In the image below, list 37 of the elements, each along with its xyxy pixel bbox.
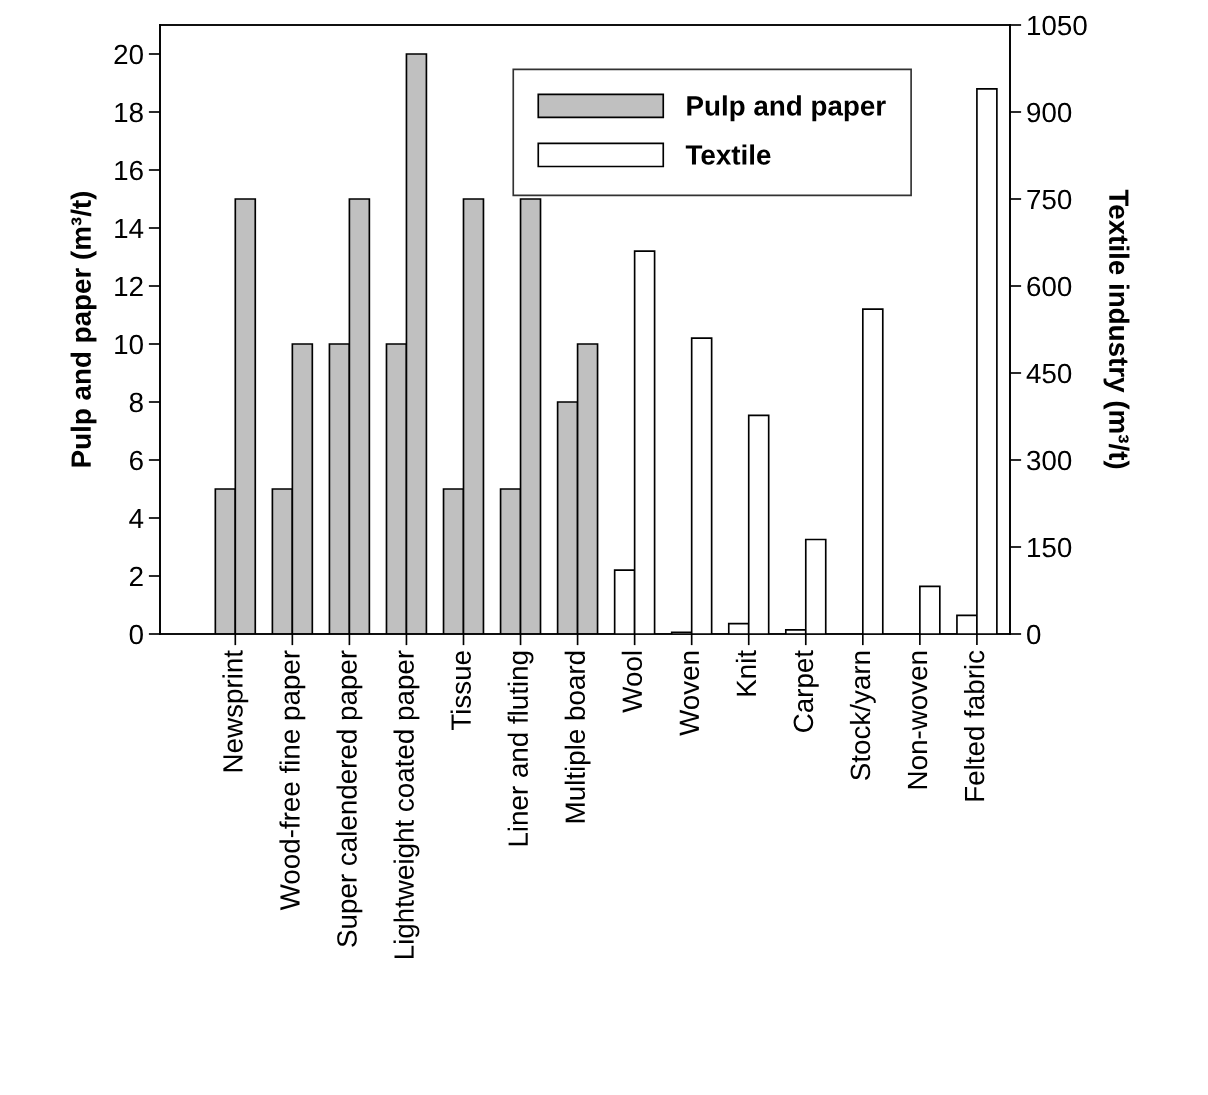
x-tick-label: Multiple board xyxy=(564,651,591,823)
legend-label: Pulp and paper xyxy=(687,95,886,122)
y-tick-label: 12 xyxy=(115,276,143,297)
x-tick-label: Woven xyxy=(679,651,700,736)
y-tick-label: 10 xyxy=(115,334,143,355)
y-tick-label: 14 xyxy=(115,218,144,239)
x-tick-label: Non-woven xyxy=(907,651,928,789)
x-tick-label: Liner and fluting xyxy=(507,651,534,846)
x-tick-label: Wood-free fine paper xyxy=(279,650,306,911)
legend-label: Textile xyxy=(685,144,771,165)
y-tick-label: 18 xyxy=(115,102,143,123)
x-tick-label: Felted fabric xyxy=(963,650,985,801)
y2-tick-label: 900 xyxy=(1027,102,1072,123)
x-tick-label: Tissue xyxy=(450,651,471,731)
x-tick-label: Super calendered paper xyxy=(336,650,363,947)
y2-axis-title: Textile industry (m³/t) xyxy=(1103,189,1130,469)
x-tick-label: Lightweight coated paper xyxy=(393,650,420,959)
y2-tick-label: 0 xyxy=(1027,624,1041,645)
y2-tick-label: 300 xyxy=(1027,450,1072,471)
y-tick-label: 16 xyxy=(115,160,143,181)
x-tick-label: Newsprint xyxy=(222,650,249,772)
y-tick-label: 4 xyxy=(129,508,144,529)
y2-tick-label: 1050 xyxy=(1028,15,1087,36)
y-axis-title: Pulp and paper (m³/t) xyxy=(70,191,97,467)
x-tick-label: Knit xyxy=(735,650,757,696)
y-tick-label: 20 xyxy=(114,44,143,65)
y2-tick-label: 450 xyxy=(1026,363,1072,384)
y-tick-label: 8 xyxy=(129,392,143,413)
x-tick-label: Stock/yarn xyxy=(849,651,876,780)
y2-tick-label: 150 xyxy=(1028,537,1072,558)
x-tick-label: Wool xyxy=(621,651,643,713)
y-tick-label: 6 xyxy=(129,450,143,471)
y2-tick-label: 750 xyxy=(1027,189,1072,210)
y-tick-label: 0 xyxy=(129,624,143,645)
x-tick-label: Carpet xyxy=(793,650,819,732)
y-tick-label: 2 xyxy=(129,566,143,587)
y2-tick-label: 600 xyxy=(1027,276,1072,297)
